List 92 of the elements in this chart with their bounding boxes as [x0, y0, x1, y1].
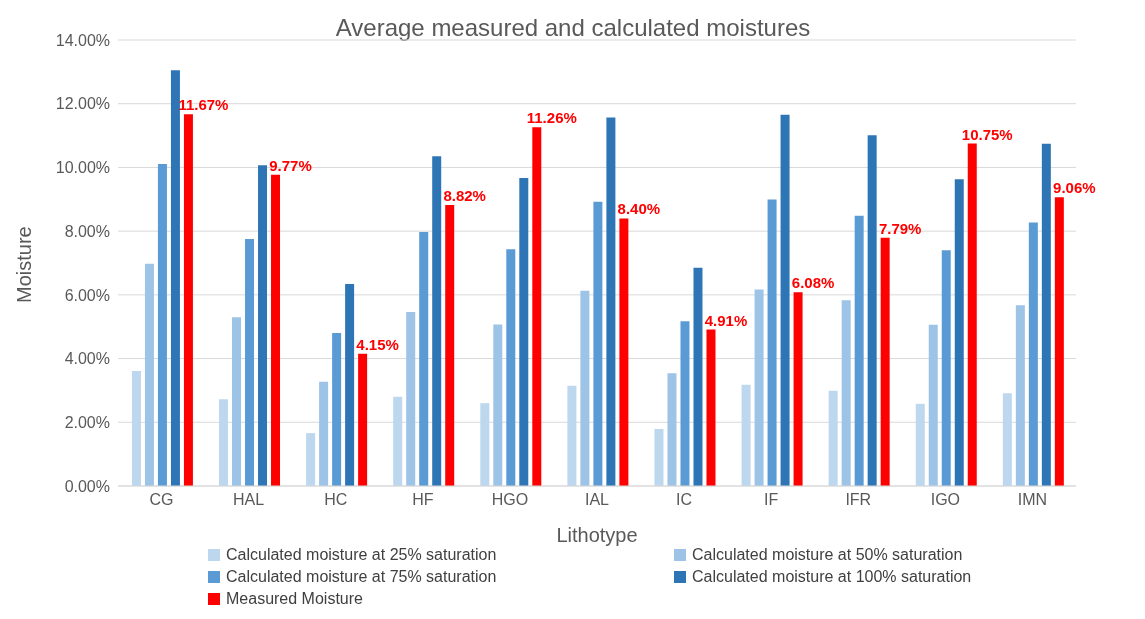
bar [915, 403, 925, 486]
bar [131, 371, 141, 486]
bar [170, 70, 180, 486]
bar [232, 317, 242, 486]
bar [606, 117, 616, 486]
chart-title: Average measured and calculated moistures [335, 14, 811, 41]
data-label: 4.15% [356, 335, 399, 353]
data-label: 11.26% [526, 109, 577, 127]
bar [593, 201, 603, 486]
bar [828, 390, 838, 486]
bar [854, 215, 864, 486]
bar [693, 267, 703, 486]
data-label: 9.77% [269, 156, 312, 174]
bar [532, 127, 542, 486]
bar [319, 381, 329, 486]
data-label: 10.75% [961, 125, 1013, 143]
bar [419, 232, 429, 486]
bar [1015, 305, 1025, 486]
bar [928, 324, 938, 486]
bar [332, 333, 342, 486]
bar [271, 174, 281, 486]
x-tick-label: HAL [233, 491, 265, 509]
x-tick-label: HGO [491, 491, 529, 509]
bar [144, 263, 154, 486]
bar [967, 143, 977, 486]
legend-label: Calculated moisture at 100% saturation [692, 568, 972, 586]
bar [780, 114, 790, 486]
x-tick-label: IAL [584, 491, 610, 509]
legend-label: Calculated moisture at 75% saturation [226, 568, 497, 586]
bar [580, 290, 590, 486]
bar [741, 384, 751, 486]
bar [393, 396, 403, 486]
bar [867, 135, 877, 486]
legend-label: Calculated moisture at 50% saturation [692, 546, 963, 564]
bar [767, 199, 777, 486]
x-tick-label: IC [676, 491, 693, 509]
bar [1002, 393, 1012, 486]
bar [306, 433, 316, 486]
y-tick-label: 6.00% [64, 286, 110, 304]
x-tick-label: CG [149, 491, 174, 509]
bar [793, 292, 803, 486]
bar [358, 353, 368, 486]
bar [183, 114, 193, 486]
y-tick-label: 10.00% [55, 159, 110, 177]
y-axis-title: Moisture [13, 226, 36, 303]
bar [941, 250, 951, 486]
bar [445, 205, 455, 486]
x-tick-label: IFR [845, 491, 872, 509]
data-label: 6.08% [791, 274, 835, 292]
bar [519, 177, 529, 486]
bar [432, 156, 442, 486]
y-tick-label: 0.00% [64, 477, 110, 495]
legend-label: Calculated moisture at 25% saturation [226, 546, 497, 564]
bar [667, 373, 677, 486]
y-tick-label: 8.00% [64, 222, 110, 240]
y-tick-label: 14.00% [55, 31, 110, 49]
bar [480, 403, 490, 486]
data-label: 9.06% [1053, 179, 1096, 197]
legend-label: Measured Moisture [226, 590, 363, 608]
bar [880, 237, 890, 486]
x-axis-title: Lithotype [556, 524, 638, 546]
bar [345, 284, 355, 486]
bar [680, 321, 690, 486]
bar [841, 300, 851, 486]
bar [706, 329, 716, 486]
data-label: 8.82% [443, 187, 486, 205]
x-tick-label: HF [412, 491, 434, 509]
bar [619, 218, 629, 486]
bar [654, 428, 664, 486]
data-label: 7.79% [878, 219, 922, 237]
bar [506, 249, 516, 486]
bar [219, 399, 229, 486]
bar [954, 179, 964, 486]
bar [157, 163, 167, 486]
x-tick-label: HC [324, 491, 348, 509]
x-tick-label: IGO [930, 491, 961, 509]
y-tick-label: 4.00% [64, 350, 110, 368]
bar [1041, 143, 1051, 486]
bar [406, 312, 416, 486]
bar [493, 324, 503, 486]
bar [1028, 222, 1038, 486]
data-label: 8.40% [617, 200, 661, 218]
bar [567, 385, 577, 486]
bar [1054, 197, 1064, 486]
bar [754, 289, 764, 486]
y-tick-label: 2.00% [64, 413, 110, 431]
data-label: 4.91% [704, 311, 748, 329]
x-tick-label: IMN [1017, 491, 1048, 509]
x-tick-label: IF [764, 491, 779, 509]
bar [258, 165, 268, 486]
bar [245, 239, 255, 486]
y-tick-label: 12.00% [55, 95, 110, 113]
